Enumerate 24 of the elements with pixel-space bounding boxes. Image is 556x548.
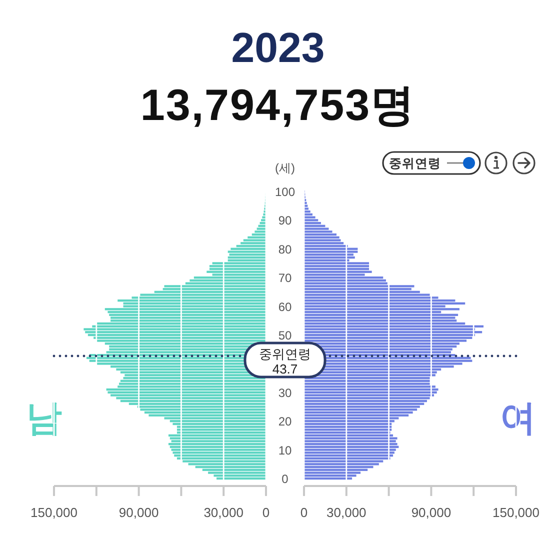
x-tick-label: 30,000	[326, 505, 366, 520]
y-tick-label: 90	[278, 214, 292, 228]
y-tick-label: 60	[278, 300, 292, 314]
chart-title: 2023	[231, 24, 325, 71]
x-tick-label: 90,000	[411, 505, 452, 520]
y-tick-label: 20	[278, 414, 292, 429]
x-tick-label: 30,000	[204, 505, 244, 520]
y-axis-title: (세)	[275, 161, 295, 175]
x-tick-label: 150,000	[492, 505, 540, 520]
y-tick-label: 100	[274, 185, 296, 199]
chart-subtitle: 13,794,753명	[140, 81, 416, 130]
y-tick-label: 70	[278, 271, 292, 286]
x-tick-label: 150,000	[30, 505, 78, 520]
y-tick-label: 50	[278, 328, 292, 342]
x-tick-label: 90,000	[118, 505, 159, 520]
annotation: 중위연령 43.7	[259, 346, 311, 376]
x-tick-label: 0	[300, 505, 308, 520]
y-tick-label: 80	[278, 242, 292, 256]
y-tick-label: 10	[278, 443, 292, 458]
series-label: 여	[500, 397, 536, 438]
y-tick-label: 0	[282, 472, 289, 486]
x-tick-label: 0	[262, 505, 270, 520]
y-tick-label: 30	[278, 386, 292, 400]
text: 중위연령	[389, 156, 441, 170]
